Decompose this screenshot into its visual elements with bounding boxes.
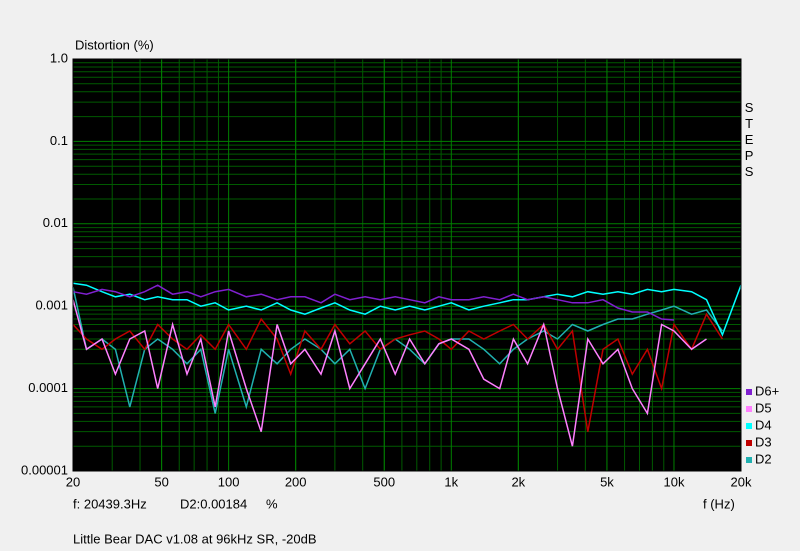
- y-tick-label: 1.0: [50, 50, 68, 65]
- legend-label: D2: [755, 451, 772, 466]
- legend-swatch: [746, 423, 752, 429]
- legend-label: D6+: [755, 383, 779, 398]
- y-tick-label: 0.01: [43, 215, 68, 230]
- legend-label: D3: [755, 434, 772, 449]
- x-tick-label: 200: [285, 474, 307, 489]
- legend-swatch: [746, 406, 752, 412]
- x-tick-label: 50: [154, 474, 168, 489]
- x-tick-label: 1k: [444, 474, 458, 489]
- y-axis-label: Distortion (%): [75, 37, 154, 52]
- legend-swatch: [746, 389, 752, 395]
- y-tick-label: 0.001: [35, 298, 68, 313]
- series-line: [72, 282, 742, 337]
- side-label: STEPS: [742, 100, 757, 180]
- legend-label: D4: [755, 417, 772, 432]
- y-tick-label: 0.0001: [28, 380, 68, 395]
- legend-swatch: [746, 457, 752, 463]
- x-tick-label: 5k: [600, 474, 614, 489]
- x-tick-label: 100: [218, 474, 240, 489]
- series-line: [72, 299, 707, 447]
- plot-area: [73, 59, 741, 471]
- x-tick-label: 2k: [511, 474, 525, 489]
- cursor-frequency: f: 20439.3Hz: [73, 496, 147, 511]
- plot-frame: [72, 58, 742, 472]
- y-tick-label: 0.1: [50, 133, 68, 148]
- footnote: Little Bear DAC v1.08 at 96kHz SR, -20dB: [73, 531, 317, 546]
- x-tick-label: 10k: [663, 474, 684, 489]
- x-axis-label: f (Hz): [703, 496, 735, 511]
- y-tick-label: 0.00001: [21, 462, 68, 477]
- cursor-reading: D2:0.00184: [180, 496, 247, 511]
- x-tick-label: 500: [373, 474, 395, 489]
- legend-label: D5: [755, 400, 772, 415]
- cursor-unit: %: [266, 496, 278, 511]
- legend-swatch: [746, 440, 752, 446]
- x-tick-label: 20: [66, 474, 80, 489]
- series-line: [72, 284, 675, 321]
- x-tick-label: 20k: [731, 474, 752, 489]
